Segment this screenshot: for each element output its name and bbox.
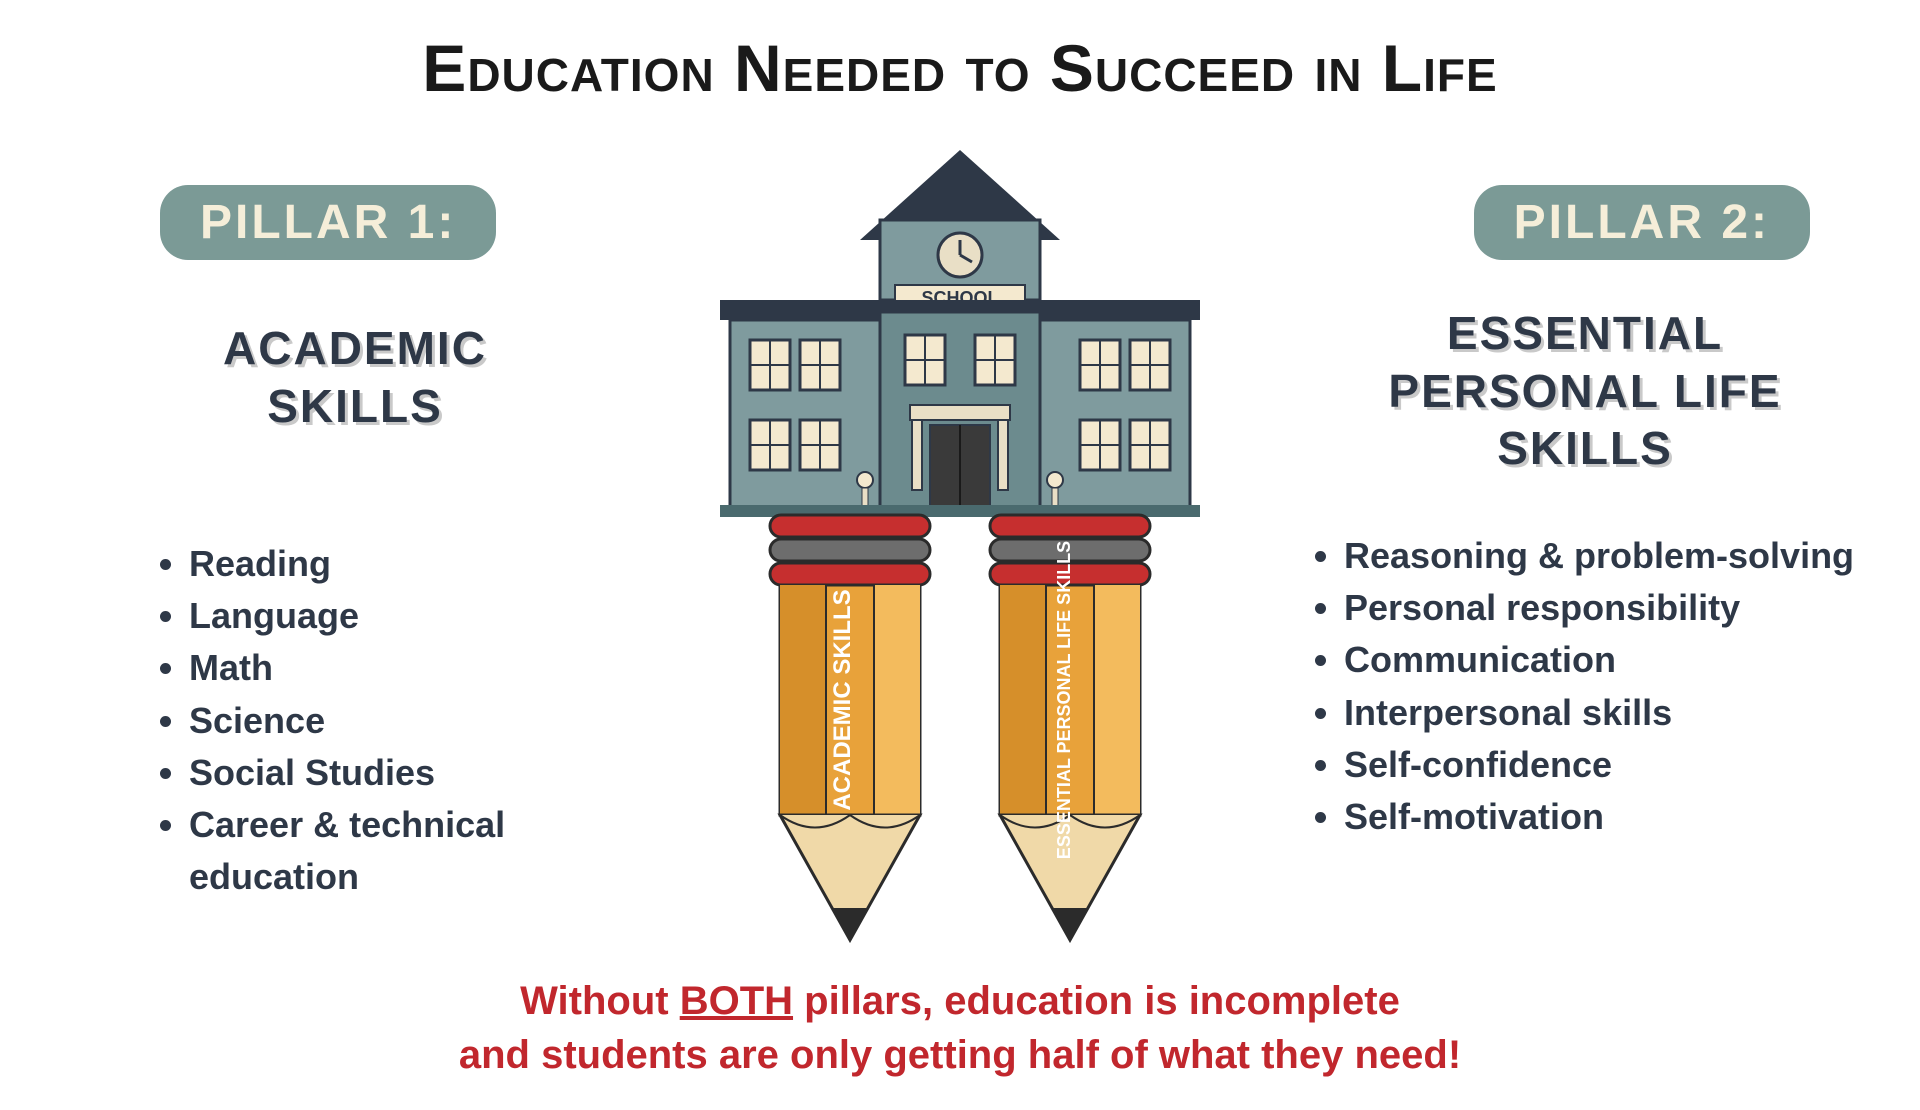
pillar2-heading: ESSENTIAL PERSONAL LIFE SKILLS bbox=[1310, 305, 1860, 478]
list-item: Reasoning & problem-solving bbox=[1344, 530, 1860, 582]
school-pencils-graphic: SCHOOL bbox=[680, 150, 1240, 990]
footer-line1-post: pillars, education is incomplete bbox=[793, 979, 1400, 1023]
footer-line2: and students are only getting half of wh… bbox=[459, 1033, 1461, 1077]
pillar2-badge: PILLAR 2: bbox=[1474, 185, 1810, 260]
footer-text: Without BOTH pillars, education is incom… bbox=[0, 974, 1920, 1082]
footer-emph: BOTH bbox=[680, 979, 793, 1023]
pillar-r bbox=[998, 420, 1008, 490]
pencil-lifeskills: ESSENTIAL PERSONAL LIFE SKILLS bbox=[990, 515, 1150, 940]
pillar1-heading: ACADEMIC SKILLS bbox=[140, 320, 570, 435]
list-item: Communication bbox=[1344, 634, 1860, 686]
list-item: Self-motivation bbox=[1344, 791, 1860, 843]
list-item: Science bbox=[189, 695, 625, 747]
page-title: Education Needed to Succeed in Life bbox=[0, 30, 1920, 106]
pencil2-label: ESSENTIAL PERSONAL LIFE SKILLS bbox=[1054, 541, 1074, 859]
pencil-academic: ACADEMIC SKILLS bbox=[770, 515, 930, 940]
pillar-l bbox=[912, 420, 922, 490]
portico bbox=[910, 405, 1010, 420]
list-item: Personal responsibility bbox=[1344, 582, 1860, 634]
list-item: Math bbox=[189, 642, 625, 694]
list-item: Self-confidence bbox=[1344, 739, 1860, 791]
footer-line1-pre: Without bbox=[520, 979, 680, 1023]
list-item: Interpersonal skills bbox=[1344, 687, 1860, 739]
list-item: Social Studies bbox=[189, 747, 625, 799]
list-item: Language bbox=[189, 590, 625, 642]
pillar1-list: ReadingLanguageMathScienceSocial Studies… bbox=[145, 538, 625, 903]
list-item: Career & technical education bbox=[189, 799, 625, 903]
list-item: Reading bbox=[189, 538, 625, 590]
pillar2-list: Reasoning & problem-solvingPersonal resp… bbox=[1300, 530, 1860, 843]
pillar1-badge: PILLAR 1: bbox=[160, 185, 496, 260]
pencil1-label: ACADEMIC SKILLS bbox=[829, 589, 856, 810]
